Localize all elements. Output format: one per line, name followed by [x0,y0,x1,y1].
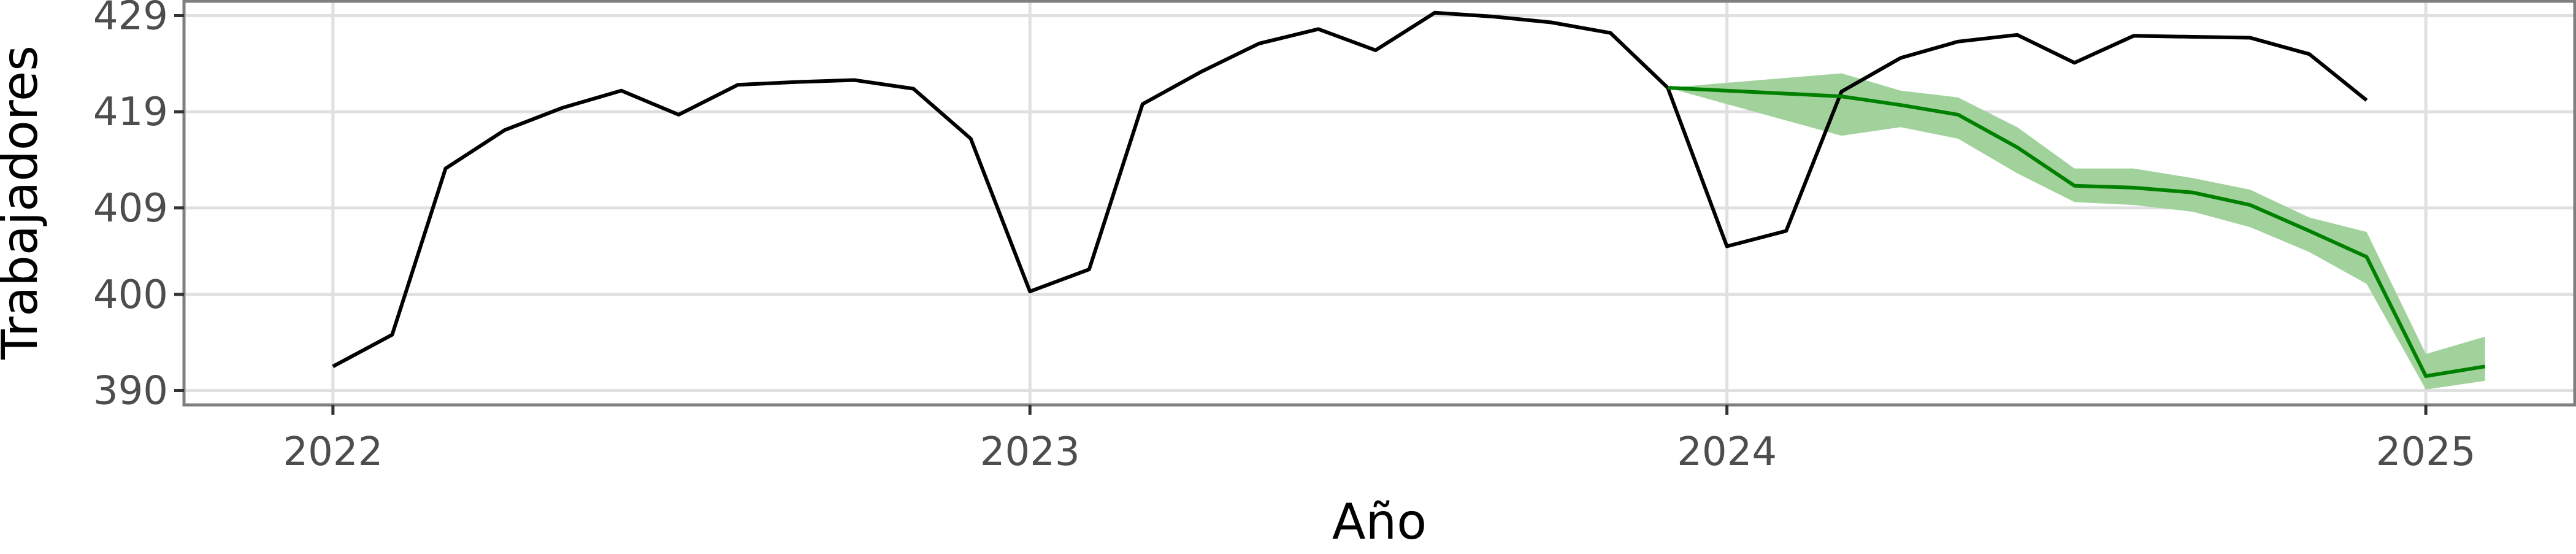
y-tick-label: 419 [93,90,168,135]
y-axis-title: Trabajadores [0,45,48,360]
x-axis-title: Año [1332,493,1427,550]
grid [184,1,2575,405]
y-tick-label: 429 [93,0,168,39]
y-tick-label: 400 [93,272,168,318]
x-tick-label: 2022 [283,429,383,475]
x-tick-label: 2025 [2376,429,2476,475]
forecast-series-line [1667,86,2486,378]
axis-ticks: 2022 2023 2024 2025 390 400 409 419 429 [93,0,2476,475]
y-tick-label: 409 [93,186,168,231]
observed-series-line [332,10,2368,368]
y-tick-label: 390 [93,369,168,414]
forecast-interval-band [1668,73,2485,390]
plot-panel-border [182,0,2576,407]
x-tick-label: 2023 [980,429,1080,475]
x-tick-label: 2024 [1677,429,1777,475]
series-lines [332,10,2486,378]
forecast-confidence-bands [1668,73,2485,390]
